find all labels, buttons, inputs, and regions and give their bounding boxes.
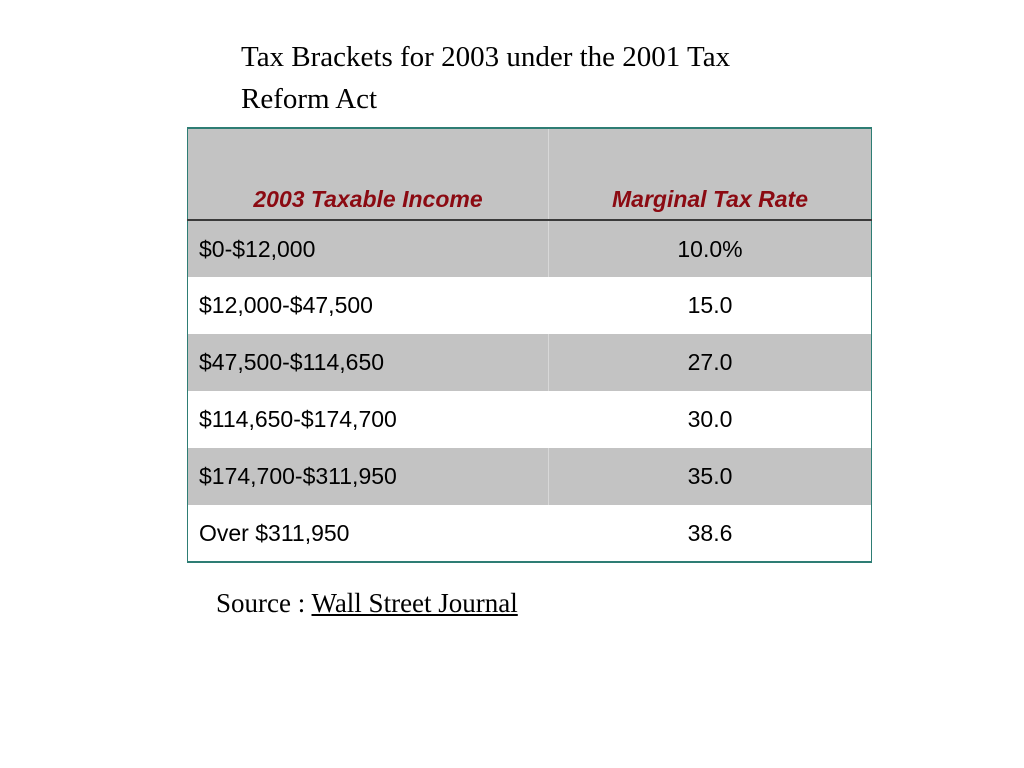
income-bracket-cell: $12,000-$47,500	[187, 277, 549, 334]
income-bracket-cell: $174,700-$311,950	[187, 448, 549, 505]
table-row: $174,700-$311,950 35.0	[187, 448, 872, 505]
income-bracket-cell: Over $311,950	[187, 505, 549, 562]
table-row: $47,500-$114,650 27.0	[187, 334, 872, 391]
tax-rate-cell: 15.0	[687, 292, 733, 318]
slide-title-line-1: Tax Brackets for 2003 under the 2001 Tax	[241, 41, 731, 73]
source-link[interactable]: Wall Street Journal	[311, 588, 518, 618]
table-row: $12,000-$47,500 15.0	[187, 277, 872, 334]
table-row: $0-$12,000 10.0%	[187, 220, 872, 277]
income-bracket-cell: $0-$12,000	[187, 220, 549, 277]
tax-rate-cell: 10.0%	[677, 235, 743, 262]
column-header-marginal-tax-rate: Marginal Tax Rate	[548, 128, 872, 221]
income-bracket-cell: $114,650-$174,700	[187, 391, 549, 448]
tax-rate-cell: 30.0	[687, 406, 733, 432]
table-row: Over $311,950 38.6	[187, 505, 872, 562]
slide-title: Tax Brackets for 2003 under the 2001 Tax…	[241, 36, 841, 120]
source-citation: Source : Wall Street Journal	[216, 588, 518, 619]
slide-title-line-2: Reform Act	[241, 83, 378, 115]
tax-brackets-table: 2003 Taxable Income Marginal Tax Rate $0…	[187, 127, 872, 563]
table-header-row: 2003 Taxable Income Marginal Tax Rate	[187, 128, 872, 221]
income-bracket-cell: $47,500-$114,650	[187, 334, 549, 391]
column-header-taxable-income: 2003 Taxable Income	[187, 128, 549, 221]
tax-rate-cell: 27.0	[687, 349, 733, 375]
tax-rate-cell: 35.0	[687, 463, 733, 489]
tax-rate-cell: 38.6	[687, 519, 733, 546]
source-label: Source :	[216, 588, 312, 618]
table-row: $114,650-$174,700 30.0	[187, 391, 872, 448]
